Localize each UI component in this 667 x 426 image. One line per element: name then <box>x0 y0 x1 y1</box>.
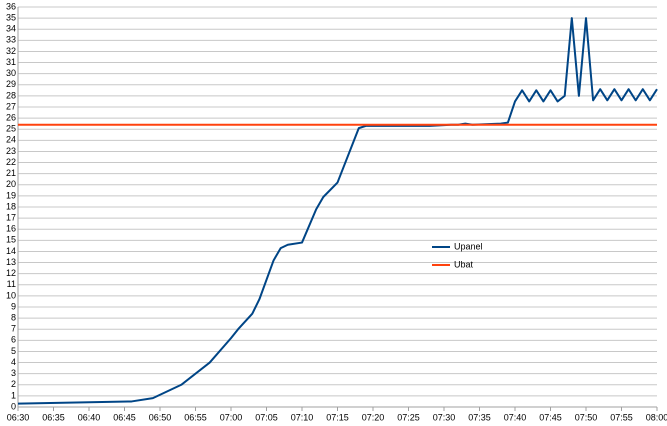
y-tick-label: 24 <box>6 135 16 145</box>
y-tick-label: 11 <box>7 279 16 289</box>
y-tick-label: 34 <box>6 24 16 34</box>
y-tick-label: 35 <box>6 12 16 22</box>
series-line <box>17 17 658 405</box>
x-tick-label: 06:40 <box>78 412 101 422</box>
y-tick-label: 6 <box>11 335 16 345</box>
x-tick-label: 07:40 <box>504 412 527 422</box>
x-tick-label: 06:30 <box>7 412 30 422</box>
x-tick-label: 07:15 <box>326 412 349 422</box>
y-tick-label: 21 <box>6 168 16 178</box>
y-tick-label: 22 <box>6 157 16 167</box>
y-tick-label: 26 <box>6 112 16 122</box>
x-tick-label: 07:50 <box>575 412 598 422</box>
x-tick-label: 08:00 <box>646 412 667 422</box>
y-tick-label: 7 <box>11 324 16 334</box>
x-tick-label: 06:50 <box>149 412 172 422</box>
y-tick-label: 30 <box>6 68 16 78</box>
y-tick-label: 9 <box>11 301 16 311</box>
y-tick-label: 32 <box>6 46 16 56</box>
y-tick-label: 18 <box>6 201 16 211</box>
x-tick-label: 06:45 <box>113 412 136 422</box>
y-tick-label: 0 <box>11 401 16 411</box>
x-tick-label: 06:35 <box>42 412 65 422</box>
x-tick-label: 07:05 <box>255 412 278 422</box>
y-tick-label: 25 <box>6 124 16 134</box>
y-tick-label: 2 <box>11 379 16 389</box>
y-tick-label: 10 <box>6 290 16 300</box>
y-tick-label: 4 <box>11 357 16 367</box>
legend-label: Upanel <box>454 241 483 251</box>
x-tick-label: 07:55 <box>610 412 633 422</box>
y-tick-label: 27 <box>6 101 16 111</box>
y-tick-label: 5 <box>11 346 16 356</box>
y-tick-label: 3 <box>11 368 16 378</box>
y-tick-label: 13 <box>6 257 16 267</box>
y-tick-label: 15 <box>6 235 16 245</box>
x-tick-label: 07:25 <box>397 412 420 422</box>
y-tick-label: 29 <box>6 79 16 89</box>
y-tick-label: 20 <box>6 179 16 189</box>
y-tick-label: 28 <box>6 90 16 100</box>
y-tick-label: 33 <box>6 35 16 45</box>
y-tick-label: 31 <box>6 57 16 67</box>
y-tick-label: 1 <box>11 390 16 400</box>
y-tick-label: 16 <box>6 224 16 234</box>
y-tick-label: 8 <box>11 312 16 322</box>
x-tick-label: 06:55 <box>184 412 207 422</box>
x-tick-label: 07:10 <box>291 412 314 422</box>
y-tick-label: 14 <box>6 246 16 256</box>
x-tick-label: 07:30 <box>433 412 456 422</box>
y-tick-label: 36 <box>6 1 16 11</box>
x-tick-label: 07:20 <box>362 412 385 422</box>
x-tick-label: 07:35 <box>468 412 491 422</box>
y-tick-label: 12 <box>6 268 16 278</box>
legend-label: Ubat <box>454 259 474 269</box>
y-tick-label: 19 <box>6 190 16 200</box>
y-tick-label: 17 <box>6 212 16 222</box>
x-tick-label: 07:00 <box>220 412 243 422</box>
y-tick-label: 23 <box>6 146 16 156</box>
x-tick-label: 07:45 <box>539 412 562 422</box>
